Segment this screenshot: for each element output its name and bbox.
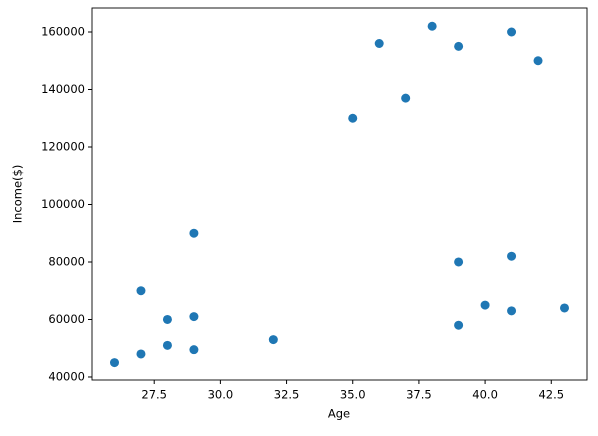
y-tick-label: 120000: [41, 139, 85, 153]
point: [374, 39, 384, 49]
x-axis-label: Age: [328, 407, 350, 421]
x-tick-label: 32.5: [274, 388, 300, 402]
x-tick-label: 30.0: [208, 388, 234, 402]
point: [507, 27, 517, 37]
point: [454, 257, 464, 267]
x-tick-label: 40.0: [472, 388, 498, 402]
y-tick-label: 80000: [48, 254, 85, 268]
point: [401, 93, 411, 103]
x-tick-label: 37.5: [406, 388, 432, 402]
point: [480, 300, 490, 310]
y-tick-label: 40000: [48, 369, 85, 383]
x-tick-label: 42.5: [538, 388, 564, 402]
x-tick-label: 35.0: [340, 388, 366, 402]
y-axis-label: Income($): [11, 165, 25, 224]
point: [136, 286, 146, 296]
point: [533, 56, 543, 66]
point: [268, 335, 278, 345]
x-tick-label: 27.5: [141, 388, 167, 402]
point: [189, 345, 199, 355]
y-tick-label: 160000: [41, 25, 85, 39]
y-tick-label: 60000: [48, 312, 85, 326]
point: [454, 320, 464, 330]
point: [507, 306, 517, 316]
point: [348, 113, 358, 123]
point: [162, 314, 172, 324]
point: [427, 21, 437, 31]
point: [110, 358, 119, 368]
point: [162, 340, 172, 350]
y-tick-label: 140000: [41, 82, 85, 96]
y-tick-label: 100000: [41, 197, 85, 211]
point: [560, 303, 569, 313]
point: [189, 228, 199, 238]
point: [189, 312, 199, 322]
point: [136, 349, 146, 359]
plot-frame: [91, 7, 588, 381]
point: [454, 41, 464, 51]
point: [507, 251, 517, 261]
